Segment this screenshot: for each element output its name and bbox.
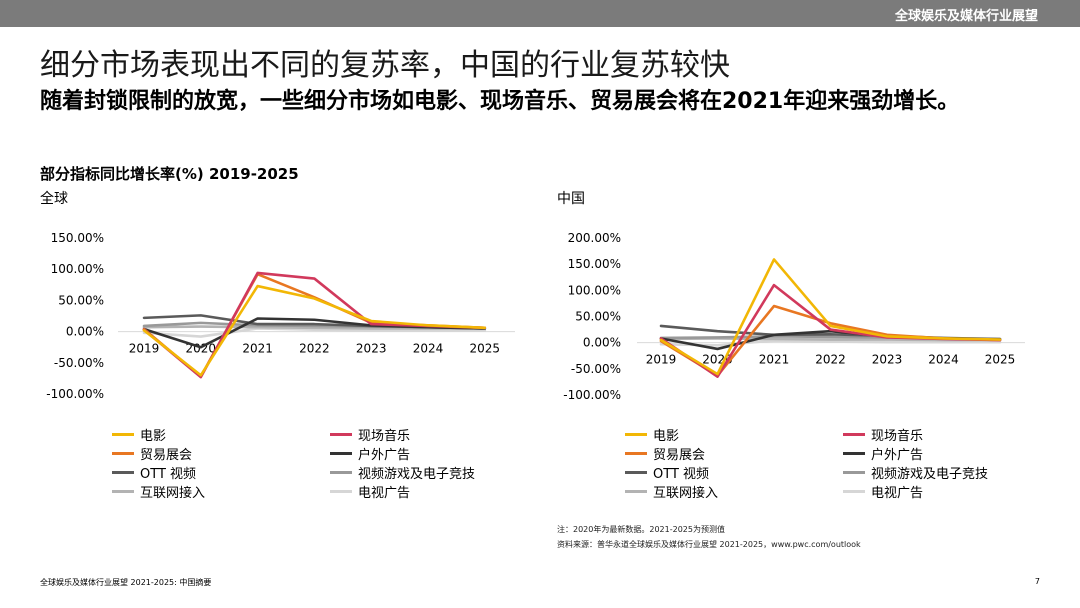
- footer-title: 全球娱乐及媒体行业展望 2021-2025: 中国摘要: [40, 577, 211, 588]
- legend-item: 电影: [112, 425, 166, 444]
- x-tick-label: 2023: [356, 342, 387, 356]
- legend-item: 电视广告: [843, 482, 923, 501]
- y-tick-label: 200.00%: [568, 231, 621, 245]
- legend-swatch: [625, 471, 647, 474]
- legend-swatch: [330, 471, 352, 474]
- legend-label: 现场音乐: [871, 425, 923, 444]
- page-subheadline: 随着封锁限制的放宽，一些细分市场如电影、现场音乐、贸易展会将在2021年迎来强劲…: [40, 86, 1050, 118]
- y-tick-label: 150.00%: [568, 257, 621, 271]
- x-tick-label: 2019: [646, 353, 677, 367]
- legend-item: 互联网接入: [625, 482, 718, 501]
- chart-note: 注：2020年为最新数据。2021-2025为预测值: [557, 524, 725, 535]
- page-headline: 细分市场表现出不同的复苏率，中国的行业复苏较快: [40, 40, 730, 84]
- x-tick-label: 2019: [129, 342, 160, 356]
- legend-item: 户外广告: [843, 444, 923, 463]
- x-tick-label: 2022: [815, 353, 846, 367]
- legend-swatch: [843, 433, 865, 436]
- legend-label: 电影: [140, 425, 166, 444]
- chart-china: 200.00% 150.00% 100.00% 50.00% 0.00% -50.00% -…: [555, 222, 1035, 412]
- legend-swatch: [330, 452, 352, 455]
- legend-swatch: [330, 433, 352, 436]
- legend-swatch: [112, 452, 134, 455]
- legend-item: 贸易展会: [625, 444, 705, 463]
- legend-swatch: [625, 490, 647, 493]
- x-tick-label: 2023: [872, 353, 903, 367]
- legend-swatch: [843, 452, 865, 455]
- legend-label: OTT 视频: [653, 463, 709, 482]
- y-tick-label: -100.00%: [563, 388, 621, 402]
- report-title: 全球娱乐及媒体行业展望: [895, 5, 1038, 24]
- panel-title-china: 中国: [557, 188, 585, 208]
- legend-label: 户外广告: [871, 444, 923, 463]
- legend-item: 贸易展会: [112, 444, 192, 463]
- y-tick-label: -50.00%: [54, 356, 104, 370]
- legend-label: 互联网接入: [653, 482, 718, 501]
- y-tick-label: 150.00%: [51, 231, 104, 245]
- x-tick-label: 2022: [299, 342, 330, 356]
- legend-label: OTT 视频: [140, 463, 196, 482]
- legend-label: 互联网接入: [140, 482, 205, 501]
- legend-label: 视频游戏及电子竞技: [871, 463, 988, 482]
- chart-source: 资料来源：普华永道全球娱乐及媒体行业展望 2021-2025，www.pwc.c…: [557, 539, 861, 550]
- chart-global: 150.00% 100.00% 50.00% 0.00% -50.00% -100.00%…: [40, 222, 520, 412]
- legend-swatch: [112, 490, 134, 493]
- y-tick-label: 50.00%: [58, 293, 104, 307]
- legend-item: 互联网接入: [112, 482, 205, 501]
- x-tick-label: 2024: [928, 353, 959, 367]
- legend-label: 贸易展会: [140, 444, 192, 463]
- legend-item: OTT 视频: [112, 463, 196, 482]
- y-tick-label: 0.00%: [583, 336, 621, 350]
- legend-item: 视频游戏及电子竞技: [843, 463, 988, 482]
- legend-swatch: [843, 471, 865, 474]
- legend-label: 电影: [653, 425, 679, 444]
- legend-item: 现场音乐: [330, 425, 410, 444]
- legend-label: 电视广告: [871, 482, 923, 501]
- y-tick-label: -50.00%: [571, 362, 621, 376]
- legend-swatch: [112, 433, 134, 436]
- top-banner: 全球娱乐及媒体行业展望: [0, 0, 1080, 27]
- panel-title-global: 全球: [40, 188, 68, 208]
- page-number: 7: [1035, 577, 1040, 586]
- y-tick-label: 0.00%: [66, 325, 104, 339]
- legend-item: 户外广告: [330, 444, 410, 463]
- legend-item: 视频游戏及电子竞技: [330, 463, 475, 482]
- legend-swatch: [625, 452, 647, 455]
- x-tick-label: 2021: [759, 353, 790, 367]
- legend-label: 电视广告: [358, 482, 410, 501]
- legend-item: 电视广告: [330, 482, 410, 501]
- legend-item: OTT 视频: [625, 463, 709, 482]
- legend-swatch: [625, 433, 647, 436]
- x-tick-label: 2024: [413, 342, 444, 356]
- legend-label: 现场音乐: [358, 425, 410, 444]
- legend-swatch: [330, 490, 352, 493]
- legend-swatch: [843, 490, 865, 493]
- x-tick-label: 2025: [985, 353, 1016, 367]
- x-tick-label: 2025: [470, 342, 501, 356]
- legend-label: 户外广告: [358, 444, 410, 463]
- y-tick-label: -100.00%: [46, 387, 104, 401]
- legend-label: 贸易展会: [653, 444, 705, 463]
- legend-swatch: [112, 471, 134, 474]
- y-tick-label: 100.00%: [568, 283, 621, 297]
- legend-item: 现场音乐: [843, 425, 923, 444]
- legend-item: 电影: [625, 425, 679, 444]
- x-tick-label: 2021: [242, 342, 273, 356]
- legend-label: 视频游戏及电子竞技: [358, 463, 475, 482]
- chart-heading: 部分指标同比增长率(%) 2019-2025: [40, 163, 299, 184]
- y-tick-label: 50.00%: [575, 310, 621, 324]
- y-tick-label: 100.00%: [51, 262, 104, 276]
